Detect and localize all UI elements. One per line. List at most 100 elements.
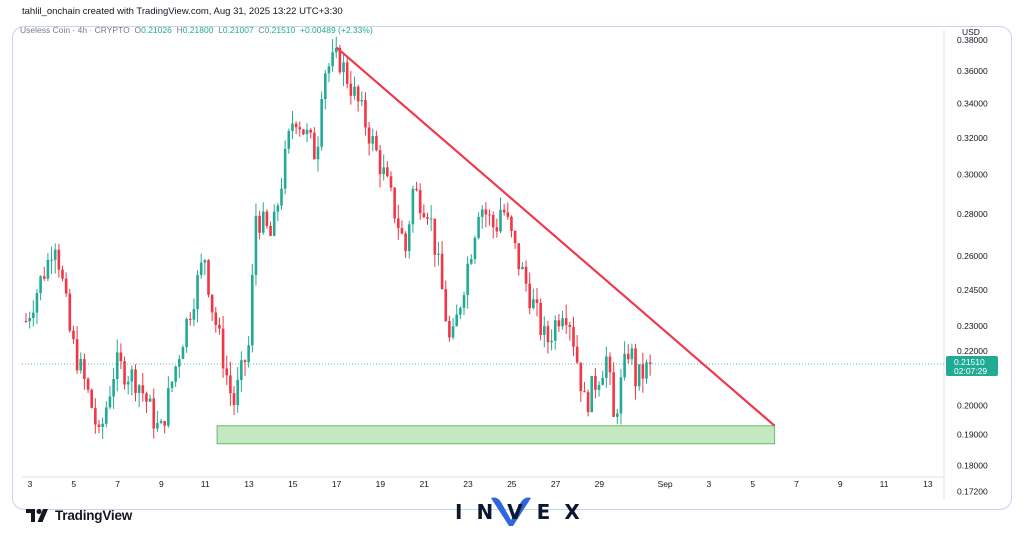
price-tick-label: 0.22000 bbox=[957, 346, 988, 356]
candle-up bbox=[32, 312, 35, 318]
candle-down bbox=[572, 326, 575, 347]
candle-up bbox=[148, 398, 152, 402]
price-tick-label: 0.28000 bbox=[957, 209, 988, 219]
candle-up bbox=[320, 99, 323, 147]
time-tick-label: 5 bbox=[750, 479, 755, 489]
candle-up bbox=[35, 293, 39, 313]
candle-up bbox=[623, 353, 626, 378]
candle-down bbox=[546, 326, 550, 343]
candle-up bbox=[251, 275, 254, 346]
candle-up bbox=[466, 263, 469, 296]
change-value: +0.00489 (+2.33%) bbox=[300, 25, 373, 35]
candle-down bbox=[57, 249, 61, 270]
candle-up bbox=[480, 209, 484, 217]
price-tick-label: 0.23000 bbox=[957, 321, 988, 331]
time-tick-label: 7 bbox=[115, 479, 120, 489]
candle-down bbox=[145, 393, 148, 402]
candle-up bbox=[324, 73, 327, 100]
time-tick-label: 11 bbox=[880, 479, 889, 489]
candle-down bbox=[400, 228, 404, 234]
tradingview-logo[interactable]: TradingView bbox=[26, 508, 132, 523]
candle-down bbox=[389, 176, 393, 188]
candle-down bbox=[72, 330, 75, 340]
candle-up bbox=[477, 216, 480, 238]
candle-countdown: 02:07:29 bbox=[954, 366, 987, 376]
time-tick-label: 15 bbox=[288, 479, 298, 489]
candle-up bbox=[462, 295, 466, 308]
price-tick-label: 0.30000 bbox=[957, 170, 988, 180]
candle-down bbox=[364, 99, 367, 128]
candle-down bbox=[517, 243, 521, 270]
candle-up bbox=[79, 359, 83, 371]
candle-up bbox=[360, 99, 364, 102]
candle-up bbox=[126, 381, 130, 385]
candle-down bbox=[510, 216, 513, 231]
candle-down bbox=[634, 348, 637, 387]
candle-down bbox=[97, 424, 101, 427]
invex-logo: INVEX bbox=[455, 496, 580, 528]
candle-down bbox=[141, 385, 145, 394]
candle-up bbox=[236, 380, 239, 406]
candle-down bbox=[386, 167, 389, 177]
candle-down bbox=[298, 127, 302, 130]
time-tick-label: 11 bbox=[201, 479, 210, 489]
candle-up bbox=[105, 407, 108, 424]
candle-down bbox=[258, 215, 261, 233]
candle-up bbox=[499, 209, 502, 232]
tradingview-icon bbox=[26, 509, 48, 522]
candle-up bbox=[473, 237, 477, 260]
candle-up bbox=[532, 299, 535, 309]
price-tick-label: 0.19000 bbox=[957, 430, 988, 440]
candle-up bbox=[590, 376, 594, 413]
candle-down bbox=[232, 393, 236, 406]
candle-down bbox=[564, 318, 568, 326]
candle-down bbox=[68, 293, 72, 331]
time-tick-label: 29 bbox=[595, 479, 605, 489]
candle-up bbox=[459, 307, 462, 315]
candle-up bbox=[334, 47, 338, 53]
candle-down bbox=[626, 353, 630, 360]
candle-up bbox=[101, 423, 104, 427]
price-tick-label: 0.34000 bbox=[957, 98, 988, 108]
candle-down bbox=[568, 325, 572, 327]
candle-down bbox=[378, 150, 382, 175]
candle-down bbox=[218, 324, 221, 329]
candle-up bbox=[597, 384, 601, 390]
candle-down bbox=[648, 362, 652, 365]
low-label: L bbox=[218, 25, 223, 35]
high-label: H bbox=[176, 25, 183, 35]
candle-down bbox=[221, 328, 225, 369]
candle-up bbox=[170, 381, 174, 389]
high-value: 0.21800 bbox=[182, 25, 214, 35]
candle-down bbox=[513, 230, 517, 244]
invex-v-icon bbox=[491, 497, 531, 526]
candle-up bbox=[543, 326, 546, 335]
candle-down bbox=[502, 209, 506, 213]
candle-down bbox=[338, 47, 342, 73]
candle-up bbox=[159, 421, 163, 424]
time-tick-label: 9 bbox=[159, 479, 164, 489]
candle-up bbox=[411, 188, 415, 225]
candle-up bbox=[287, 131, 291, 149]
candle-down bbox=[214, 312, 218, 325]
descending-trendline[interactable] bbox=[335, 46, 776, 427]
candle-up bbox=[174, 366, 177, 382]
candle-down bbox=[535, 299, 539, 303]
candle-up bbox=[283, 148, 287, 189]
candle-up bbox=[181, 347, 185, 359]
support-zone[interactable] bbox=[216, 425, 776, 445]
candle-up bbox=[261, 211, 265, 233]
candle-down bbox=[367, 127, 371, 144]
close-value: 0.21510 bbox=[264, 25, 296, 35]
candle-up bbox=[371, 136, 375, 144]
candle-up bbox=[203, 260, 207, 263]
candle-down bbox=[349, 83, 353, 96]
candle-down bbox=[404, 233, 407, 252]
candle-up bbox=[645, 362, 648, 379]
candle-up bbox=[550, 340, 553, 343]
candle-down bbox=[444, 289, 448, 322]
candle-up bbox=[407, 224, 411, 252]
candle-down bbox=[64, 278, 68, 294]
candle-up bbox=[46, 259, 50, 279]
